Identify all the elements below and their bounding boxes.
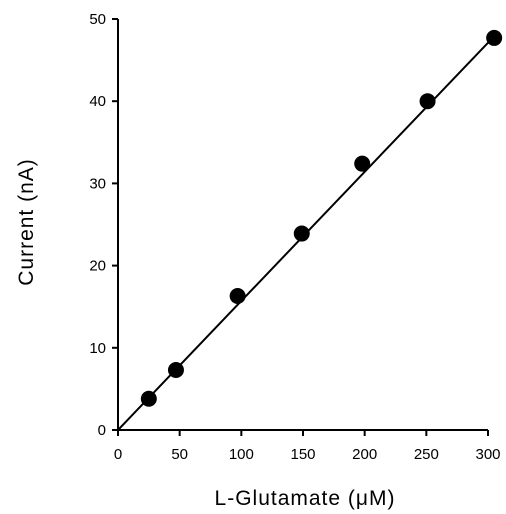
- data-point: [419, 93, 436, 110]
- data-point: [354, 155, 371, 172]
- x-tick-label: 50: [171, 446, 188, 463]
- y-tick-label: 30: [89, 175, 106, 192]
- data-point: [140, 390, 157, 407]
- x-tick-label: 100: [229, 446, 254, 463]
- y-tick-label: 50: [89, 11, 106, 28]
- y-tick-label: 20: [89, 258, 106, 275]
- y-axis-title: Current (nA): [15, 158, 38, 286]
- y-tick-label: 40: [89, 93, 106, 110]
- data-point: [486, 29, 503, 46]
- data-points: [140, 29, 503, 407]
- x-tick-label: 0: [114, 446, 122, 463]
- x-tick-label: 200: [352, 446, 377, 463]
- data-point: [229, 288, 246, 305]
- x-tick-label: 150: [290, 446, 315, 463]
- data-point: [293, 225, 310, 242]
- x-axis-title: L-Glutamate (μM): [215, 487, 396, 510]
- y-tick-label: 10: [89, 340, 106, 357]
- y-tick-label: 0: [98, 422, 106, 439]
- x-tick-label: 300: [475, 446, 500, 463]
- ticks: 0 50 100 150 200 250 300 0 10 20 30 40 50: [89, 11, 500, 463]
- x-tick-label: 250: [414, 446, 439, 463]
- data-point: [167, 361, 184, 378]
